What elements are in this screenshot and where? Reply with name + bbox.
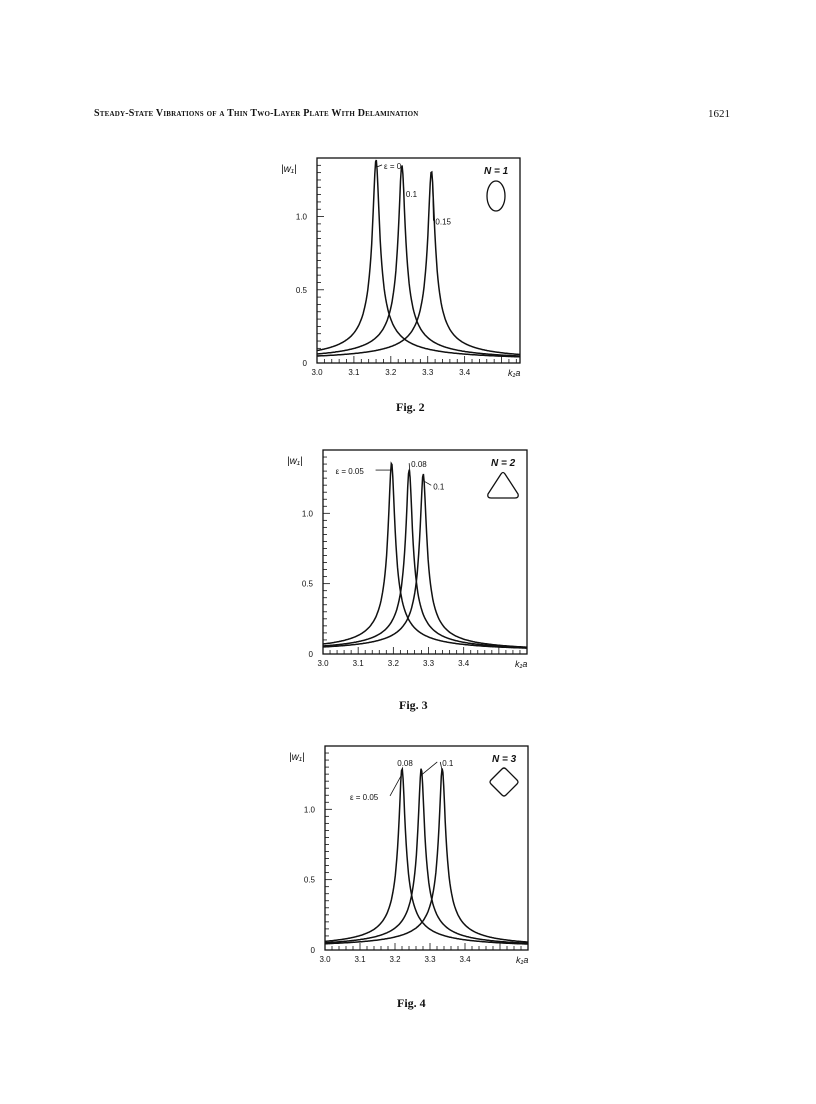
x-tick-label: 3.0 — [311, 368, 323, 377]
curve-label: 0.15 — [435, 218, 451, 227]
curve-label: 0.1 — [433, 482, 445, 491]
rounded-diamond-shape-icon — [489, 767, 519, 797]
curve-label: 0.08 — [411, 460, 427, 469]
y-tick-label: 0 — [303, 359, 308, 368]
rounded-triangle-shape-icon — [487, 471, 519, 499]
resonance-curve — [325, 768, 528, 945]
figure-4-chart: 0 0.5 1.0 3.0 3.1 3.2 3.3 3.4 |w₁| k₁a N = 3 ε = 0.… — [289, 745, 529, 965]
resonance-curve — [322, 469, 528, 649]
x-tick-label: 3.2 — [385, 368, 397, 377]
plot-frame — [316, 157, 521, 364]
y-axis-label: |w₁| — [289, 752, 305, 763]
resonance-curve — [324, 766, 529, 945]
y-tick-label: 0.5 — [304, 876, 316, 885]
figure-2-caption: Fig. 2 — [396, 400, 425, 414]
curve-label: ε = 0.05 — [350, 793, 379, 802]
resonance-curve — [316, 165, 520, 357]
x-tick-label: 3.4 — [459, 955, 471, 964]
running-title: Steady-State Vibrations of a Thin Two-La… — [94, 108, 419, 119]
resonance-curve — [322, 473, 528, 648]
resonance-curve — [322, 461, 527, 649]
curve-leader-line — [439, 761, 444, 777]
x-tick-label: 3.3 — [423, 659, 435, 668]
curve-leader-line — [424, 480, 432, 486]
x-axis-label: k₁a — [515, 659, 527, 669]
figure-4-caption: Fig. 4 — [397, 996, 426, 1010]
plot-frame — [324, 745, 529, 951]
x-tick-label: 3.1 — [354, 955, 366, 964]
curve-label: 0.08 — [397, 759, 413, 768]
x-tick-label: 3.3 — [424, 955, 436, 964]
y-tick-label: 0.5 — [296, 286, 308, 295]
figure-3-caption: Fig. 3 — [399, 698, 428, 712]
y-tick-label: 0.5 — [302, 580, 314, 589]
curve-leader-line — [389, 775, 402, 797]
curve-leader-line — [432, 178, 434, 221]
x-tick-label: 3.0 — [319, 955, 331, 964]
curve-label: ε = 0 — [384, 162, 402, 171]
x-tick-label: 3.0 — [317, 659, 329, 668]
x-tick-label: 3.1 — [348, 368, 360, 377]
resonance-curve — [317, 170, 521, 357]
x-axis-label: k₁a — [516, 955, 528, 965]
y-tick-label: 1.0 — [304, 805, 316, 814]
ellipse-shape-icon — [486, 180, 506, 212]
x-tick-label: 3.1 — [353, 659, 365, 668]
n-value-label: N = 1 — [484, 166, 509, 177]
y-tick-label: 0 — [311, 946, 316, 955]
curve-leader-line — [419, 761, 438, 777]
curve-leader-line — [376, 164, 383, 168]
curve-leader-line — [408, 463, 411, 478]
n-value-label: N = 2 — [491, 458, 516, 469]
curve-leader-line — [402, 172, 405, 193]
resonance-curve — [325, 768, 529, 945]
curve-label: ε = 0.05 — [336, 467, 365, 476]
figure-2-chart: 0 0.5 1.0 3.0 3.1 3.2 3.3 3.4 |w₁| k₁a N = 1 ε = 0 0… — [281, 157, 521, 378]
x-tick-label: 3.3 — [422, 368, 434, 377]
figure-3-chart: 0 0.5 1.0 3.0 3.1 3.2 3.3 3.4 |w₁| k₁a N = 2 ε = 0.… — [287, 449, 528, 669]
y-axis-label: |w₁| — [287, 456, 303, 467]
y-tick-label: 1.0 — [302, 509, 314, 518]
y-tick-label: 1.0 — [296, 213, 308, 222]
x-axis-label: k₁a — [508, 368, 520, 378]
x-tick-label: 3.2 — [389, 955, 401, 964]
page-number: 1621 — [708, 108, 730, 120]
y-tick-label: 0 — [309, 650, 314, 659]
y-axis-label: |w₁| — [281, 164, 297, 175]
x-tick-label: 3.2 — [388, 659, 400, 668]
curve-label: 0.1 — [406, 190, 418, 199]
plot-frame — [322, 449, 528, 655]
x-tick-label: 3.4 — [459, 368, 471, 377]
n-value-label: N = 3 — [492, 754, 517, 765]
curve-label: 0.1 — [442, 759, 454, 768]
x-tick-label: 3.4 — [458, 659, 470, 668]
resonance-curve — [316, 159, 520, 358]
